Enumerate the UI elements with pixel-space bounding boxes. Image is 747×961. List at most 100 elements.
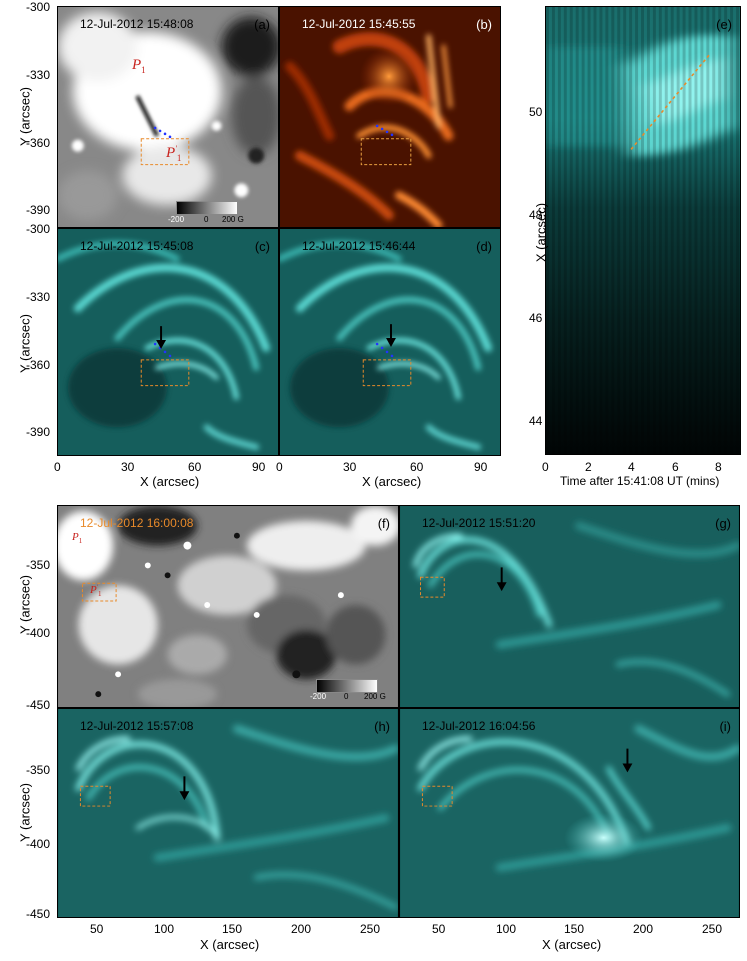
panel-g-aia-cyan: 12-Jul-2012 15:51:20 (g) — [399, 505, 740, 708]
panel-a-magnetogram: 12-Jul-2012 15:48:08 (a) P1 P′1 -200 0 2… — [57, 6, 279, 228]
x-tick: 4 — [628, 460, 635, 474]
y-tick: -300 — [26, 0, 51, 14]
panel-e-image — [546, 7, 740, 454]
x-tick: 200 — [633, 922, 654, 936]
colorbar-tick: -200 — [310, 692, 327, 701]
panel-g-image — [400, 506, 739, 707]
panel-label: (f) — [377, 516, 390, 531]
annotation-p1-prime: P′1 — [166, 144, 182, 163]
x-tick: 150 — [222, 922, 243, 936]
roi-box — [360, 138, 412, 166]
x-axis-label: Time after 15:41:08 UT (mins) — [560, 474, 720, 488]
annotation-p1: P1 — [132, 57, 146, 75]
x-tick: 30 — [343, 460, 357, 474]
arrow-icon — [179, 776, 190, 801]
x-tick: 200 — [291, 922, 312, 936]
annotation-p1-prime: P′1 — [90, 584, 102, 599]
x-tick: 60 — [188, 460, 202, 474]
x-tick: 250 — [360, 922, 381, 936]
x-tick: 0 — [54, 460, 61, 474]
panel-h-image — [58, 709, 398, 917]
colorbar-tick: 0 — [204, 215, 209, 224]
panel-c-aia-cyan: 12-Jul-2012 15:45:08 (c) — [57, 228, 279, 456]
y-tick: -350 — [26, 558, 51, 572]
colorbar-tick: 200 G — [364, 692, 386, 701]
x-tick: 150 — [564, 922, 585, 936]
arrow-icon — [386, 324, 396, 347]
x-tick: 0 — [542, 460, 549, 474]
panel-i-aia-cyan: 12-Jul-2012 16:04:56 (i) — [399, 708, 740, 918]
colorbar-tick: 200 G — [222, 215, 244, 224]
panel-label: (b) — [476, 17, 492, 32]
x-axis-label: X (arcsec) — [542, 937, 602, 952]
timestamp: 12-Jul-2012 16:00:08 — [80, 516, 194, 530]
y-tick: -360 — [26, 136, 51, 150]
panel-label: (h) — [374, 719, 390, 734]
panel-b-aia-304: 12-Jul-2012 15:45:55 (b) — [279, 6, 501, 228]
y-tick: -330 — [26, 290, 51, 304]
colorbar-tick: -200 — [168, 215, 185, 224]
y-tick: -300 — [26, 222, 51, 236]
roi-box — [140, 138, 190, 166]
x-tick: 90 — [474, 460, 488, 474]
y-tick: -390 — [26, 425, 51, 439]
timestamp: 12-Jul-2012 15:45:55 — [302, 17, 416, 31]
x-tick: 100 — [496, 922, 517, 936]
x-axis-label: X (arcsec) — [140, 474, 200, 489]
panel-label: (i) — [719, 719, 731, 734]
panel-d-image — [280, 229, 500, 455]
panel-label: (g) — [715, 516, 731, 531]
timestamp: 12-Jul-2012 15:51:20 — [422, 516, 536, 530]
y-tick: 44 — [529, 414, 543, 428]
panel-d-aia-cyan: 12-Jul-2012 15:46:44 (d) — [279, 228, 501, 456]
x-tick: 50 — [432, 922, 446, 936]
timestamp: 12-Jul-2012 15:57:08 — [80, 719, 194, 733]
y-tick: -360 — [26, 358, 51, 372]
y-tick: -450 — [26, 698, 51, 712]
y-tick: 46 — [529, 311, 543, 325]
panel-label: (a) — [254, 17, 270, 32]
y-tick: 50 — [529, 105, 543, 119]
x-axis-label: X (arcsec) — [200, 937, 260, 952]
y-tick: -330 — [26, 68, 51, 82]
x-tick: 50 — [90, 922, 104, 936]
timestamp: 12-Jul-2012 16:04:56 — [422, 719, 536, 733]
y-tick: 48 — [529, 208, 543, 222]
fit-line — [630, 54, 710, 150]
y-tick: -450 — [26, 907, 51, 921]
x-tick: 100 — [154, 922, 175, 936]
y-tick: -390 — [26, 203, 51, 217]
panel-label: (d) — [476, 239, 492, 254]
panel-b-image — [280, 7, 500, 227]
timestamp: 12-Jul-2012 15:48:08 — [80, 17, 194, 31]
arrow-icon — [496, 567, 507, 592]
panel-label: (c) — [254, 239, 270, 254]
panel-c-image — [58, 229, 278, 455]
colorbar — [176, 201, 238, 215]
y-tick: -400 — [26, 626, 51, 640]
panel-i-image — [400, 709, 739, 917]
x-tick: 90 — [252, 460, 266, 474]
annotation-p1: P1 — [72, 531, 83, 546]
panel-f-magnetogram: 12-Jul-2012 16:00:08 (f) P1 P′1 -200 0 2… — [57, 505, 399, 708]
x-tick: 6 — [672, 460, 679, 474]
x-tick: 2 — [585, 460, 592, 474]
panel-e-time-distance: (e) — [545, 6, 741, 455]
y-tick: -400 — [26, 837, 51, 851]
arrow-icon — [156, 326, 167, 349]
panel-a-image — [58, 7, 278, 227]
arrow-icon — [622, 748, 633, 773]
timestamp: 12-Jul-2012 15:45:08 — [80, 239, 194, 253]
x-tick: 250 — [702, 922, 723, 936]
panel-h-aia-cyan: 12-Jul-2012 15:57:08 (h) — [57, 708, 399, 918]
timestamp: 12-Jul-2012 15:46:44 — [302, 239, 416, 253]
x-tick: 0 — [276, 460, 283, 474]
y-tick: -350 — [26, 763, 51, 777]
x-tick: 8 — [715, 460, 722, 474]
roi-box — [419, 576, 445, 598]
colorbar-tick: 0 — [344, 692, 349, 701]
panel-f-image — [58, 506, 398, 707]
panel-label: (e) — [716, 17, 732, 32]
colorbar — [316, 679, 378, 693]
